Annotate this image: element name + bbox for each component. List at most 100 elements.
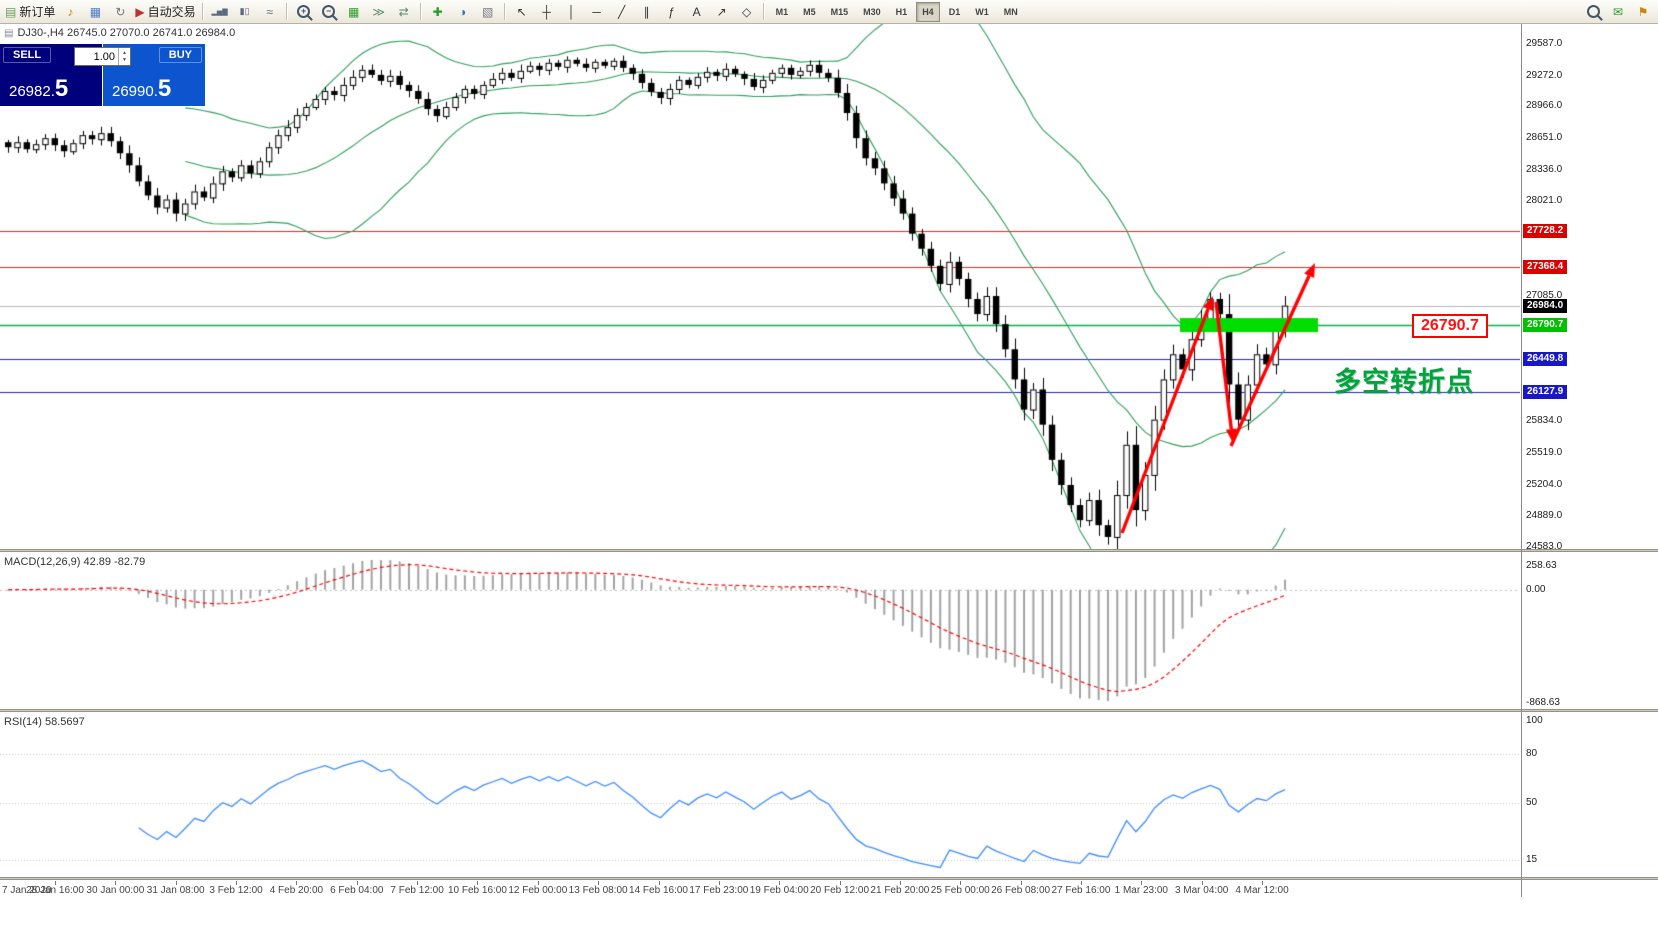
price-axis-label: 24889.0 (1526, 510, 1563, 522)
main-chart-canvas[interactable] (0, 24, 1520, 549)
price-axis[interactable]: 29587.0 29272.0 28966.0 28651.0 28336.0 28021… (1521, 24, 1658, 897)
time-axis-tick (779, 881, 781, 885)
time-axis-label: 13 Feb 08:00 (568, 885, 628, 896)
price-tag: 27728.2 (1523, 223, 1568, 238)
time-axis-tick (1141, 881, 1143, 885)
time-axis-label: 12 Feb 00:00 (508, 885, 568, 896)
vertical-line-icon[interactable]: │ (560, 2, 584, 22)
tile-windows-icon[interactable]: ▦ (342, 2, 366, 22)
time-axis-tick (1020, 881, 1022, 885)
period-icon[interactable]: ◑ (451, 2, 475, 22)
sell-price-pip: 5 (54, 75, 69, 102)
chart-shift-icon[interactable]: ⇄ (392, 2, 416, 22)
price-axis-label: 28021.0 (1526, 195, 1563, 207)
time-axis-tick (477, 881, 479, 885)
sell-price: 26982.5 (9, 75, 68, 103)
lot-size-field[interactable]: 1.00 ▲ ▼ (74, 47, 131, 66)
timeframe-h4-button[interactable]: H4 (916, 1, 940, 22)
time-axis-label: 1 Mar 23:00 (1114, 885, 1168, 896)
timeframe-w1-button[interactable]: W1 (975, 6, 989, 17)
price-axis-label: 28651.0 (1526, 132, 1563, 144)
zoom-in-icon: + (297, 5, 311, 18)
channel-icon[interactable]: ∥ (635, 2, 659, 22)
chart-window-icon: ▦ (89, 4, 102, 19)
horizontal-line-icon[interactable]: ─ (585, 2, 609, 22)
price-axis-label: 28966.0 (1526, 100, 1563, 112)
cursor-icon[interactable]: ↖ (510, 2, 534, 22)
price-tag: 26449.8 (1523, 352, 1568, 367)
sell-label: SELL (3, 47, 52, 63)
refresh-icon[interactable]: ↻ (108, 2, 132, 22)
horizontal-line-icon: ─ (592, 4, 601, 19)
rsi-axis-label: 50 (1526, 796, 1538, 808)
chart-shift-icon: ⇄ (398, 4, 409, 19)
trendline-icon[interactable]: ╱ (610, 2, 634, 22)
time-axis-label: 25 Feb 00:00 (930, 885, 990, 896)
lot-spinner[interactable]: ▲ ▼ (118, 48, 130, 65)
new-order-button[interactable]: ▤ 新订单 (3, 2, 57, 22)
zoom-out-icon: − (322, 5, 336, 18)
price-axis-label: 29272.0 (1526, 69, 1563, 81)
crosshair-icon[interactable]: ┼ (535, 2, 559, 22)
flag-icon: ⚑ (1637, 4, 1649, 19)
timeframe-m15-button[interactable]: M15 (830, 6, 849, 17)
line-chart-icon[interactable]: ≈ (258, 2, 282, 22)
symbol-ohlc-text: DJ30-,H4 26745.0 27070.0 26741.0 26984.0 (17, 27, 236, 39)
add-indicator-icon[interactable]: ✚ (426, 2, 450, 22)
toolbar-separator (419, 3, 422, 20)
auto-scroll-icon[interactable]: ≫ (367, 2, 391, 22)
search-icon[interactable] (1581, 2, 1605, 22)
chat-icon[interactable]: ✉ (1606, 2, 1630, 22)
candlestick-icon[interactable]: ▮▯ (233, 2, 257, 22)
spinner-down-icon[interactable]: ▼ (122, 56, 127, 63)
autotrade-button[interactable]: ▶ 自动交易 (133, 2, 197, 22)
spinner-up-icon[interactable]: ▲ (122, 49, 127, 56)
pane-separator[interactable] (0, 877, 1658, 880)
toolbar-separator (762, 3, 765, 20)
arrow-style-icon[interactable]: ↗ (710, 2, 734, 22)
rsi-indicator-label: RSI(14) 58.5697 (4, 716, 85, 728)
time-axis[interactable]: 7 Jan 2020 28 Jan 16:00 30 Jan 00:00 31 Jan… (0, 881, 1521, 897)
text-icon[interactable]: A (685, 2, 709, 22)
price-axis-label: 25834.0 (1526, 415, 1563, 427)
rsi-axis-label: 80 (1526, 747, 1538, 759)
timeframe-m1-button[interactable]: M1 (775, 6, 789, 17)
main-toolbar: ▤ 新订单 ♪ ▦ ↻ ▶ 自动交易 ▂▅▇ ▮▯ ≈ + − ▦ ≫ ⇄ ✚ ◑ ▧ ↖ ┼ │ ─ ╱ ∥ ƒ A ↗ ◇ M1 M5… (0, 0, 1658, 24)
flag-icon[interactable]: ⚑ (1631, 2, 1655, 22)
timeframe-m30-button[interactable]: M30 (863, 6, 881, 17)
shapes-icon[interactable]: ◇ (735, 2, 759, 22)
timeframe-m5-button[interactable]: M5 (803, 6, 816, 17)
fibonacci-icon[interactable]: ƒ (660, 2, 684, 22)
chart-type-icon: ▤ (4, 27, 14, 39)
timeframe-d1-button[interactable]: D1 (948, 6, 961, 17)
timeframe-mn-button[interactable]: MN (1003, 6, 1018, 17)
bar-chart-icon[interactable]: ▂▅▇ (208, 2, 232, 22)
buy-button[interactable]: BUY 26990.5 (103, 44, 205, 106)
time-axis-tick (296, 881, 298, 885)
time-axis-tick (115, 881, 117, 885)
time-axis-tick (55, 881, 56, 885)
zoom-out-icon[interactable]: − (317, 2, 341, 22)
one-click-trading-panel: SELL 26982.5 BUY 26990.5 1.00 ▲ ▼ (0, 44, 205, 106)
chart-annotation-text: 多空转折点 (1334, 367, 1474, 397)
time-axis-label: 27 Feb 16:00 (1051, 885, 1111, 896)
pane-separator[interactable] (0, 709, 1658, 712)
pane-separator[interactable] (0, 549, 1658, 552)
toolbar-separator (201, 3, 204, 20)
buy-label: BUY (158, 47, 202, 63)
time-axis-label: 30 Jan 00:00 (86, 885, 145, 896)
zoom-in-icon[interactable]: + (292, 2, 316, 22)
timeframe-h1-button[interactable]: H1 (895, 6, 908, 17)
sound-icon[interactable]: ♪ (58, 2, 82, 22)
macd-pane-canvas[interactable] (0, 552, 1520, 709)
tile-windows-icon: ▦ (347, 4, 360, 19)
chat-icon: ✉ (1612, 4, 1624, 19)
price-tag: 26127.9 (1523, 384, 1568, 399)
shapes-icon: ◇ (741, 4, 752, 19)
rsi-pane-canvas[interactable] (0, 712, 1520, 877)
template-icon[interactable]: ▧ (476, 2, 500, 22)
time-axis-tick (417, 881, 419, 885)
time-axis-tick (598, 881, 600, 885)
chart-window-icon[interactable]: ▦ (83, 2, 107, 22)
price-axis-label: 25519.0 (1526, 446, 1563, 458)
